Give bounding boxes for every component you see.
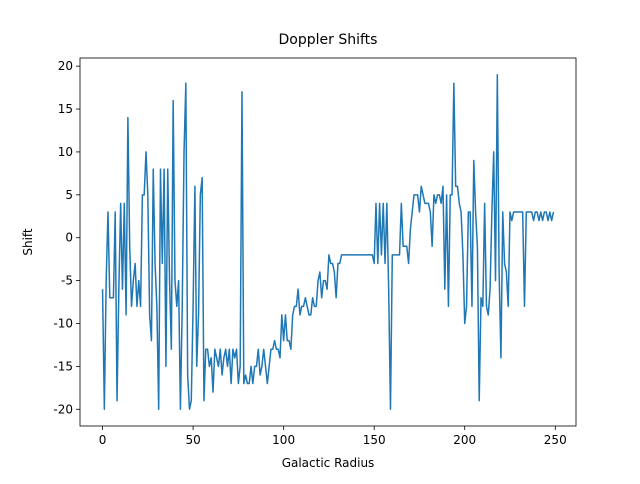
y-tick-label: 0 — [65, 231, 73, 245]
x-axis-label: Galactic Radius — [282, 456, 375, 470]
y-tick-label: 5 — [65, 188, 73, 202]
x-tick-label: 250 — [544, 433, 567, 447]
y-axis-label: Shift — [21, 228, 35, 256]
y-tick-label: -10 — [53, 316, 73, 330]
x-tick-label: 200 — [453, 433, 476, 447]
y-tick-label: 20 — [58, 59, 73, 73]
chart-title: Doppler Shifts — [279, 32, 378, 48]
y-tick-label: -15 — [53, 359, 73, 373]
x-tick-label: 50 — [185, 433, 200, 447]
data-line — [101, 73, 555, 411]
x-tick-label: 150 — [363, 433, 386, 447]
y-tick-label: 10 — [58, 145, 73, 159]
y-tick-label: 15 — [58, 102, 73, 116]
x-tick-label: 0 — [99, 433, 107, 447]
y-tick-label: -5 — [61, 274, 73, 288]
y-tick-label: -20 — [53, 402, 73, 416]
plot-frame — [79, 57, 577, 427]
x-tick-label: 100 — [272, 433, 295, 447]
